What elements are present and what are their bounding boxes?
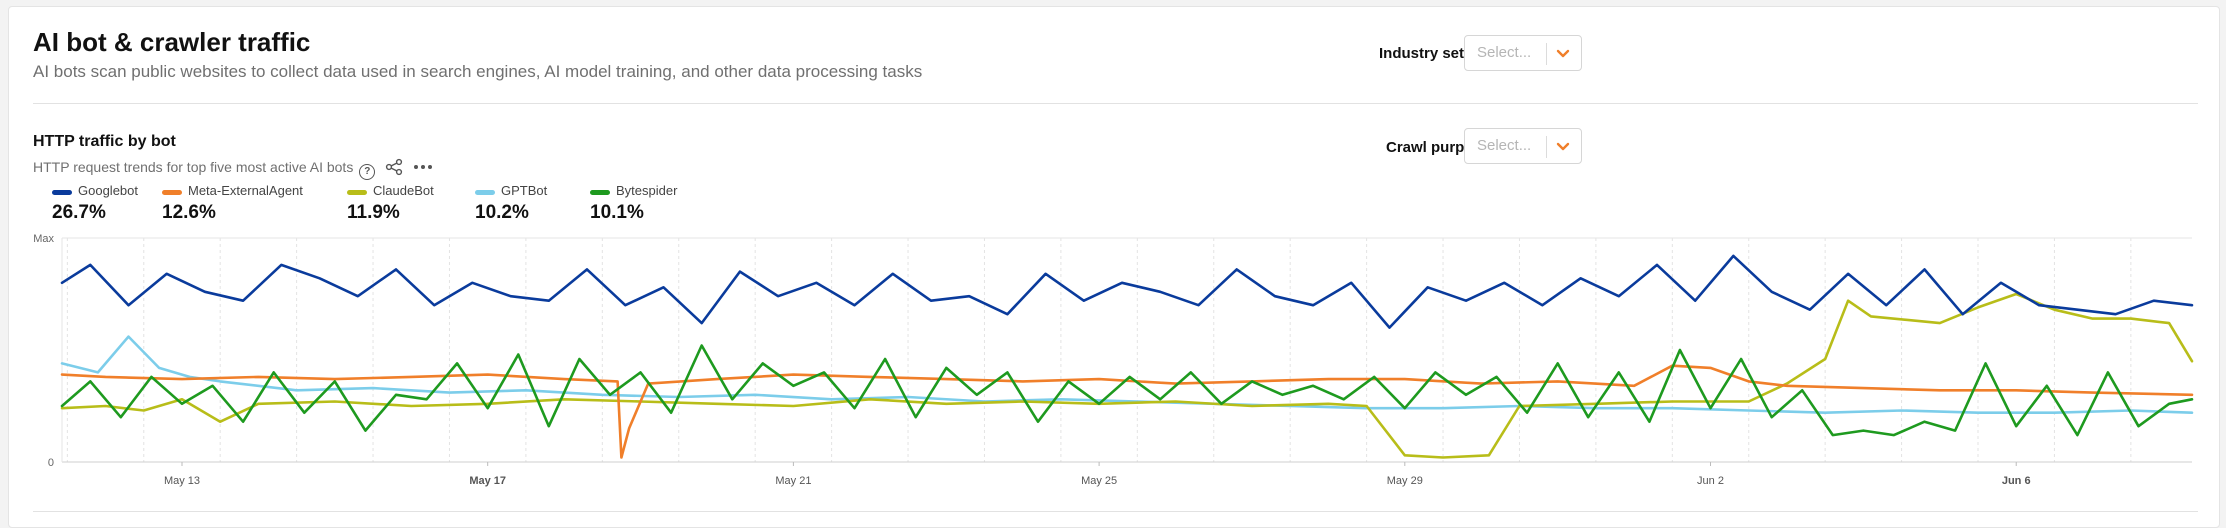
x-tick-label: May 21 xyxy=(775,475,811,487)
y-axis-zero-label: 0 xyxy=(48,457,54,469)
chevron-down-icon xyxy=(1556,49,1570,58)
legend-swatch xyxy=(475,190,495,195)
x-tick-label: Jun 2 xyxy=(1697,475,1724,487)
section-title: HTTP traffic by bot xyxy=(33,133,176,150)
ai-bot-traffic-card: AI bot & crawler traffic AI bots scan pu… xyxy=(8,6,2220,528)
page-title: AI bot & crawler traffic xyxy=(33,27,311,57)
crawl-purpose-select[interactable]: Select... xyxy=(1464,128,1582,164)
x-tick-label: May 29 xyxy=(1387,475,1423,487)
legend-label: GPTBot xyxy=(501,183,548,198)
help-icon[interactable]: ? xyxy=(359,164,376,180)
select-separator xyxy=(1546,136,1547,158)
series-line-googlebot xyxy=(60,254,2194,329)
legend-label: Bytespider xyxy=(616,183,678,198)
series-line-meta-externalagent xyxy=(60,364,2194,459)
more-options-icon[interactable] xyxy=(413,158,433,176)
legend-swatch xyxy=(162,190,182,195)
series-line-bytespider xyxy=(60,344,2194,437)
legend-share: 10.1% xyxy=(590,202,644,223)
series-line-gptbot xyxy=(60,335,2194,415)
x-tick-label: May 25 xyxy=(1081,475,1117,487)
legend-share: 11.9% xyxy=(347,202,400,223)
series-line-claudebot xyxy=(60,292,2194,459)
section-description: HTTP request trends for top five most ac… xyxy=(33,159,354,175)
chevron-down-icon xyxy=(1556,142,1570,151)
legend-swatch xyxy=(52,190,72,195)
x-tick-label: May 17 xyxy=(469,475,506,487)
legend-share: 12.6% xyxy=(162,202,216,223)
legend-swatch xyxy=(347,190,367,195)
legend-share: 26.7% xyxy=(52,202,106,223)
legend-share: 10.2% xyxy=(475,202,529,223)
industry-set-label: Industry set xyxy=(1379,45,1465,62)
y-axis-max-label: Max xyxy=(33,233,54,245)
section-divider xyxy=(33,103,2198,104)
legend-label: Googlebot xyxy=(78,183,138,198)
legend-label: ClaudeBot xyxy=(373,183,434,198)
x-tick-label: Jun 6 xyxy=(2002,475,2031,487)
legend-swatch xyxy=(590,190,610,195)
legend-label: Meta-ExternalAgent xyxy=(188,183,303,198)
industry-set-placeholder: Select... xyxy=(1477,44,1532,61)
industry-set-select[interactable]: Select... xyxy=(1464,35,1582,71)
section-description-row: HTTP request trends for top five most ac… xyxy=(33,158,433,180)
page-description: AI bots scan public websites to collect … xyxy=(33,62,923,81)
x-tick-label: May 13 xyxy=(164,475,200,487)
select-separator xyxy=(1546,43,1547,65)
share-icon[interactable] xyxy=(385,158,403,176)
section-divider-bottom xyxy=(33,511,2198,512)
crawl-purpose-placeholder: Select... xyxy=(1477,137,1532,154)
